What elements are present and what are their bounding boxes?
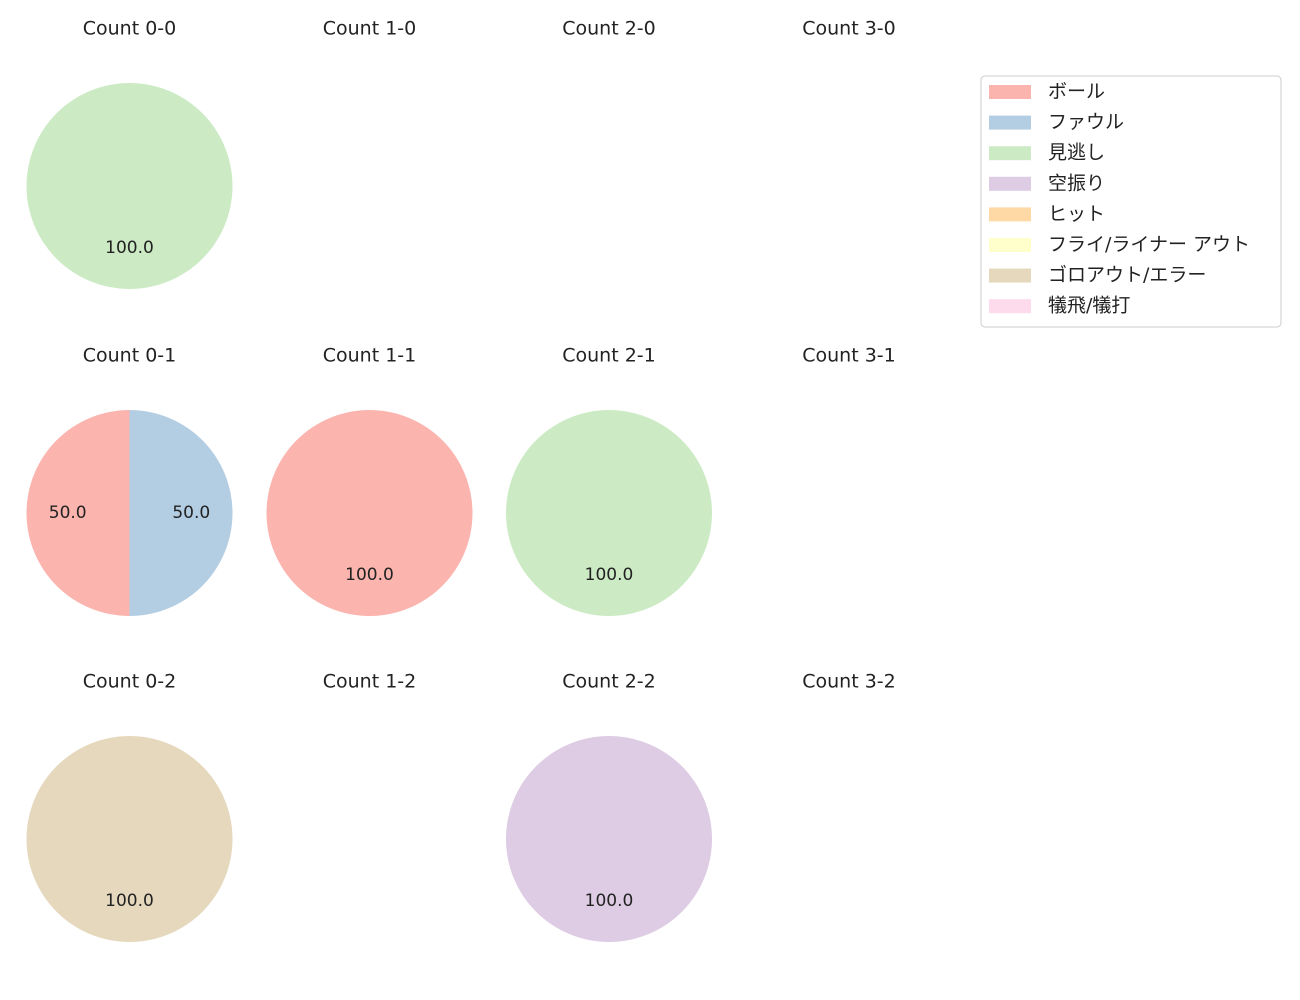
pie-panel: Count 1-1 100.0 [266,345,473,616]
pie-panel: Count 3-1 [802,345,896,367]
legend-swatch [989,238,1031,252]
legend-swatch [989,176,1031,191]
pie-slice [506,736,712,942]
pie-panel: Count 0-0 100.0 [26,18,233,289]
pie-panel: Count 0-2 100.0 [26,671,233,942]
pie-title: Count 3-1 [802,345,896,367]
legend-item: 見逃し [989,142,1105,164]
pie-panel: Count 3-2 [802,671,896,693]
pie-title: Count 0-2 [83,671,177,693]
pie-title: Count 2-1 [562,345,656,367]
legend-swatch [989,115,1031,130]
pie-panel: Count 3-0 [802,18,896,40]
pie-slice [506,410,712,616]
legend-swatch [989,299,1031,314]
pie-panel: Count 1-2 [323,671,417,693]
pie-slice [266,410,473,616]
slice-percent-label: 100.0 [585,565,634,585]
legend-label: 空振り [1048,172,1105,194]
slice-percent-label: 50.0 [49,503,87,523]
pie-title: Count 1-2 [323,671,417,693]
pie-title: Count 2-2 [562,671,656,693]
slice-percent-label: 100.0 [105,891,154,911]
pie-panels: Count 0-0 100.0 Count 1-0 Count 2-0 Count 3-… [26,18,896,942]
pie-title: Count 1-1 [323,345,417,367]
legend-item: ファウル [989,111,1124,133]
pie-title: Count 1-0 [323,18,417,40]
legend-swatch [989,146,1031,161]
legend-item: ボール [989,81,1105,103]
pie-title: Count 2-0 [562,18,656,40]
legend-label: フライ/ライナー アウト [1048,234,1250,256]
legend-item: ヒット [989,203,1105,225]
pie-panel: Count 0-1 50.0 50.0 [26,345,233,616]
pie-title: Count 3-0 [802,18,896,40]
legend-item: 犠飛/犠打 [989,295,1130,317]
pie-panel: Count 2-1 100.0 [506,345,712,616]
legend-label: ファウル [1048,111,1124,133]
legend-label: 犠飛/犠打 [1048,295,1130,317]
pie-slice [129,410,233,616]
legend-swatch [989,268,1031,283]
legend-label: ヒット [1048,203,1105,225]
legend-label: ゴロアウト/エラー [1048,264,1206,286]
pie-title: Count 0-0 [83,18,177,40]
legend-frame [980,75,1282,328]
slice-percent-label: 100.0 [105,238,154,258]
slice-percent-label: 100.0 [585,891,634,911]
legend-label: ボール [1048,81,1105,103]
pie-slice [26,736,233,942]
pie-title: Count 3-2 [802,671,896,693]
legend-item: 空振り [989,172,1105,194]
legend-label: 見逃し [1048,142,1105,164]
legend-swatch [989,85,1031,99]
pie-panel: Count 2-2 100.0 [506,671,712,942]
pie-slice [26,410,130,616]
legend-item: フライ/ライナー アウト [989,234,1250,256]
pie-panel: Count 1-0 [323,18,417,40]
pie-slice [26,83,233,289]
pie-panel: Count 2-0 [562,18,656,40]
legend-item: ゴロアウト/エラー [989,264,1206,286]
pie-title: Count 0-1 [83,345,177,367]
slice-percent-label: 50.0 [172,503,210,523]
legend-swatch [989,207,1031,222]
slice-percent-label: 100.0 [345,565,394,585]
